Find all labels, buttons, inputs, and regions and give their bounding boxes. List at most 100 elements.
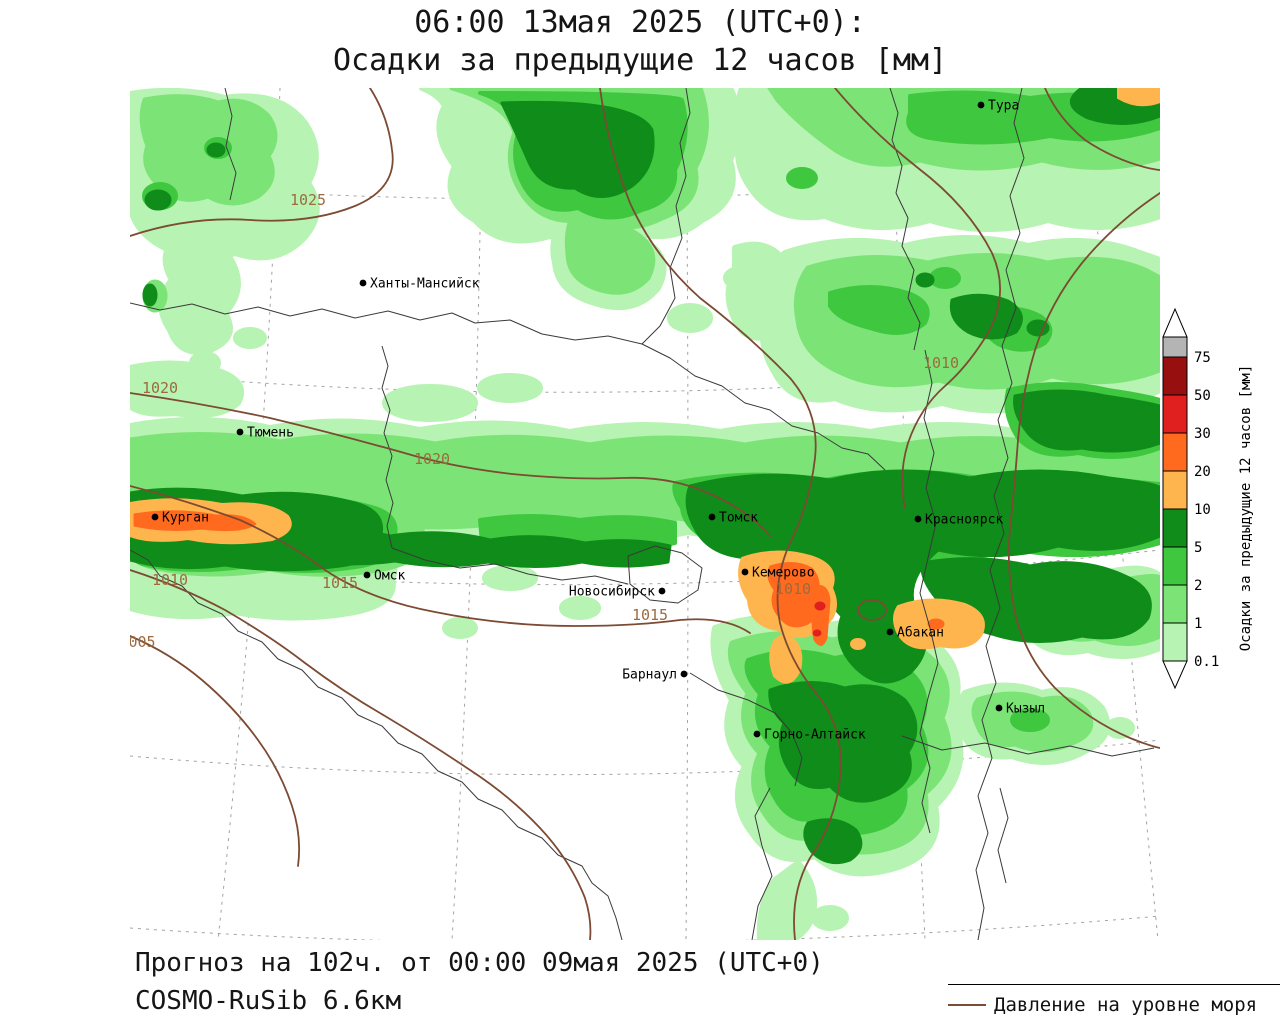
admin-borders-layer-shape (391, 547, 629, 585)
precip-2mm-layer-shape (1010, 708, 1050, 732)
precip-30mm-layer (812, 601, 826, 637)
isobar-label: 1015 (322, 574, 358, 592)
precip-colorbar: 75 50 30 20 10 5 2 1 0.1 (1161, 306, 1236, 702)
precip-5mm-layer-shape (915, 272, 935, 288)
precip-5mm-layer-shape (1026, 319, 1050, 337)
city-dot (680, 670, 688, 678)
city-label: Горно-Алтайск (764, 728, 866, 743)
precip-01mm-layer-shape (442, 617, 478, 639)
city-label: Томск (719, 511, 758, 526)
admin-borders-layer-shape (627, 545, 703, 604)
city-dot (151, 513, 159, 521)
isobar-labels-layer: 1025 1020 1010 1020 1015 1010 1015 1010 005 (128, 191, 959, 651)
isobars-layer-shape (129, 87, 394, 237)
admin-borders-layer-shape (689, 672, 803, 787)
colorbar-segment (1162, 356, 1188, 396)
city-dot (914, 515, 922, 523)
colorbar-segment (1162, 336, 1188, 358)
precip-20mm-layer-shape (767, 562, 820, 628)
colorbar-title: Осадки за предыдущие 12 часов [мм] (1238, 364, 1254, 652)
precip-5mm-layer-shape (500, 100, 655, 198)
precip-01mm-layer-shape (158, 232, 241, 355)
precip-20mm-layer-shape (811, 585, 831, 646)
precip-01mm-layer-shape (667, 303, 713, 333)
precip-10mm-layer-shape (1117, 87, 1161, 107)
map-title: 06:00 13мая 2025 (UTC+0): Осадки за пред… (0, 4, 1280, 80)
isobar-label: 005 (130, 633, 156, 651)
precip-01mm-layer-shape (127, 360, 245, 418)
precip-10mm-layer-shape (850, 638, 866, 650)
isobar-line-sample (948, 1004, 986, 1006)
city-label: Тюмень (247, 426, 294, 441)
isobars-layer-shape (599, 87, 842, 941)
model-info: COSMO-RuSib 6.6км (135, 986, 402, 1016)
isobar-label: 1025 (290, 191, 326, 209)
admin-borders-layer-shape (381, 345, 394, 549)
isobars-layer-shape (129, 485, 751, 634)
city-dot (995, 704, 1003, 712)
precip-01mm-layer-shape (477, 373, 543, 403)
isobar-label: 1015 (632, 606, 668, 624)
isobar-label: 1020 (414, 450, 450, 468)
pressure-legend-label: Давление на уровне моря (994, 994, 1258, 1016)
precip-5mm-layer-shape (206, 142, 226, 158)
admin-borders-layer-shape (997, 787, 1009, 884)
precip-01mm-layer-shape (756, 860, 818, 943)
forecast-info: Прогноз на 102ч. от 00:00 09мая 2025 (UT… (135, 948, 824, 978)
precip-5mm-layer (128, 86, 1162, 865)
isobar-label: 1010 (152, 571, 188, 589)
title-line-1: 06:00 13мая 2025 (UTC+0): (414, 5, 866, 40)
colorbar-tick-label: 10 (1194, 502, 1211, 518)
city-dot (753, 730, 761, 738)
city-dot (363, 571, 371, 579)
pressure-legend: Давление на уровне моря (948, 984, 1280, 1024)
isobars-layer-shape (129, 392, 771, 537)
city-label: Тура (988, 99, 1019, 114)
colorbar-tick-label: 50 (1194, 388, 1211, 404)
city-label: Абакан (897, 626, 944, 641)
isobars-layer-shape (1044, 87, 1161, 171)
precip-10mm-layer-shape (769, 632, 803, 684)
city-label: Курган (162, 511, 209, 526)
colorbar-segment (1162, 546, 1188, 586)
isobar-label: 1020 (142, 379, 178, 397)
admin-borders-layer-shape (129, 87, 691, 345)
precip-30mm-layer-shape (812, 629, 822, 637)
isobar-label: 1010 (775, 580, 811, 598)
city-label: Новосибирск (569, 585, 655, 600)
colorbar-segment (1162, 432, 1188, 472)
colorbar-segment (1162, 584, 1188, 624)
precip-5mm-layer-shape (949, 293, 1023, 340)
precip-5mm-layer-shape (144, 189, 172, 211)
colorbar-tick-label: 0.1 (1194, 654, 1219, 670)
admin-borders-layer-shape (889, 87, 921, 351)
admin-borders-layer-shape (224, 87, 237, 201)
city-label: Красноярск (925, 513, 1003, 528)
forecast-map: 1025 1020 1010 1020 1015 1010 1015 1010 005 Тура… (127, 85, 1163, 944)
admin-borders-layer-shape (919, 349, 939, 834)
precip-colorbar-svg: 75 50 30 20 10 5 2 1 0.1 (1162, 307, 1219, 690)
colorbar-segment (1162, 394, 1188, 434)
precip-5mm-layer-shape (803, 818, 863, 865)
admin-borders-layer-shape (641, 343, 886, 471)
precip-01mm-layer-shape (482, 565, 538, 591)
city-label: Кемерово (752, 566, 815, 581)
precip-5mm-layer-shape (1013, 389, 1162, 453)
isobars-layer-shape (834, 87, 1001, 509)
colorbar-arrow-down (1162, 660, 1188, 690)
admin-borders-layer-shape (975, 87, 1025, 941)
colorbar-segment (1162, 508, 1188, 548)
city-label: Кызыл (1006, 702, 1045, 717)
admin-borders-layer-shape (129, 549, 623, 941)
isobars-layer-shape (1007, 192, 1161, 749)
colorbar-tick-label: 2 (1194, 578, 1202, 594)
precip-01mm-layer-shape (382, 384, 478, 422)
colorbar-tick-label: 1 (1194, 616, 1202, 632)
precip-5mm-layer-shape (768, 680, 918, 803)
admin-borders-layer-shape (751, 787, 773, 941)
precip-5mm-layer-shape (282, 528, 672, 568)
precip-01mm-layer-shape (559, 596, 601, 620)
city-label: Барнаул (622, 668, 677, 683)
isobars-layer-shape (129, 635, 301, 867)
colorbar-tick-label: 20 (1194, 464, 1211, 480)
